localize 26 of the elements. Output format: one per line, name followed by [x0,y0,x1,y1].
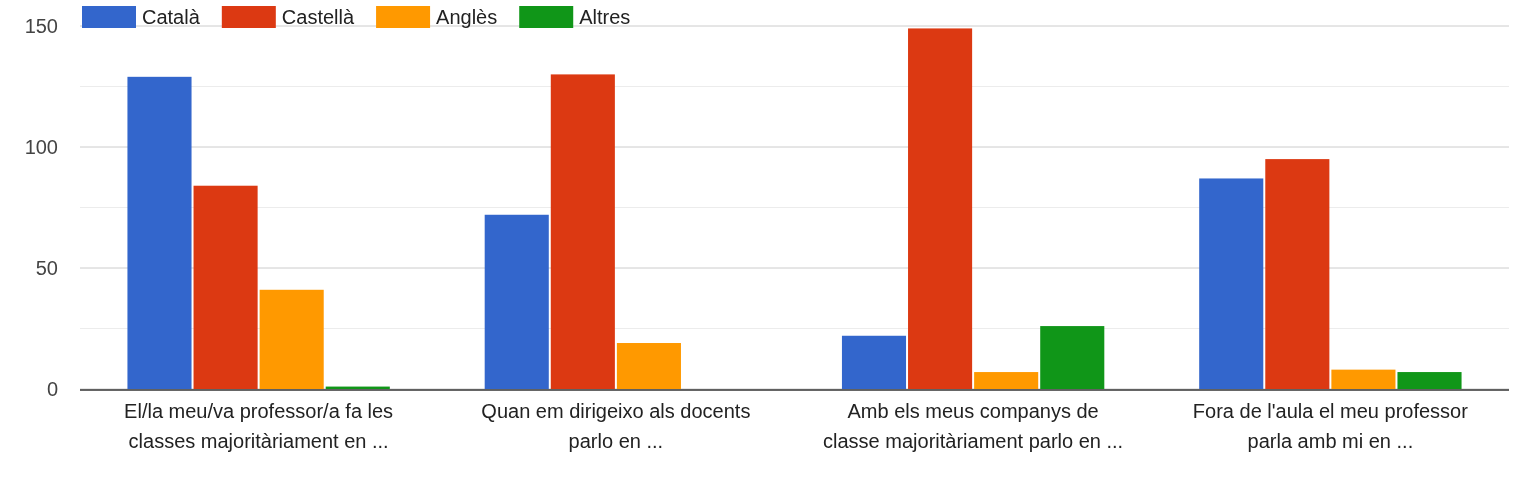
bar [841,335,907,389]
bar [1397,372,1462,389]
bar [127,76,192,389]
legend-label: Català [142,6,201,28]
x-tick-label: Fora de l'aula el meu professor parla amb mi en ... [1192,400,1469,452]
x-tick-label: Amb els meus companys de classe majoritàriament parlo en ... [823,400,1124,452]
x-tick-label: Quan em dirigeixo als docents parlo en ... [481,400,751,452]
bar [1265,159,1330,389]
y-tick-label: 0 [46,378,58,400]
legend-label: Anglès [436,6,498,28]
bar [550,74,615,389]
bar [1331,369,1396,389]
legend-label: Altres [579,6,631,28]
bar [616,343,681,389]
y-tick-label: 100 [24,136,58,158]
bar [1040,326,1105,389]
y-tick-label: 150 [24,15,58,37]
bar [908,28,973,389]
bar [259,289,324,389]
bar [484,214,549,389]
bar [193,185,258,389]
x-tick-label: El/la meu/va professor/a fa les classes majoritàriament en ... [124,400,394,452]
bar [974,372,1039,389]
legend-label: Castellà [281,6,355,28]
y-tick-label: 50 [35,257,58,279]
bar [1199,178,1264,389]
